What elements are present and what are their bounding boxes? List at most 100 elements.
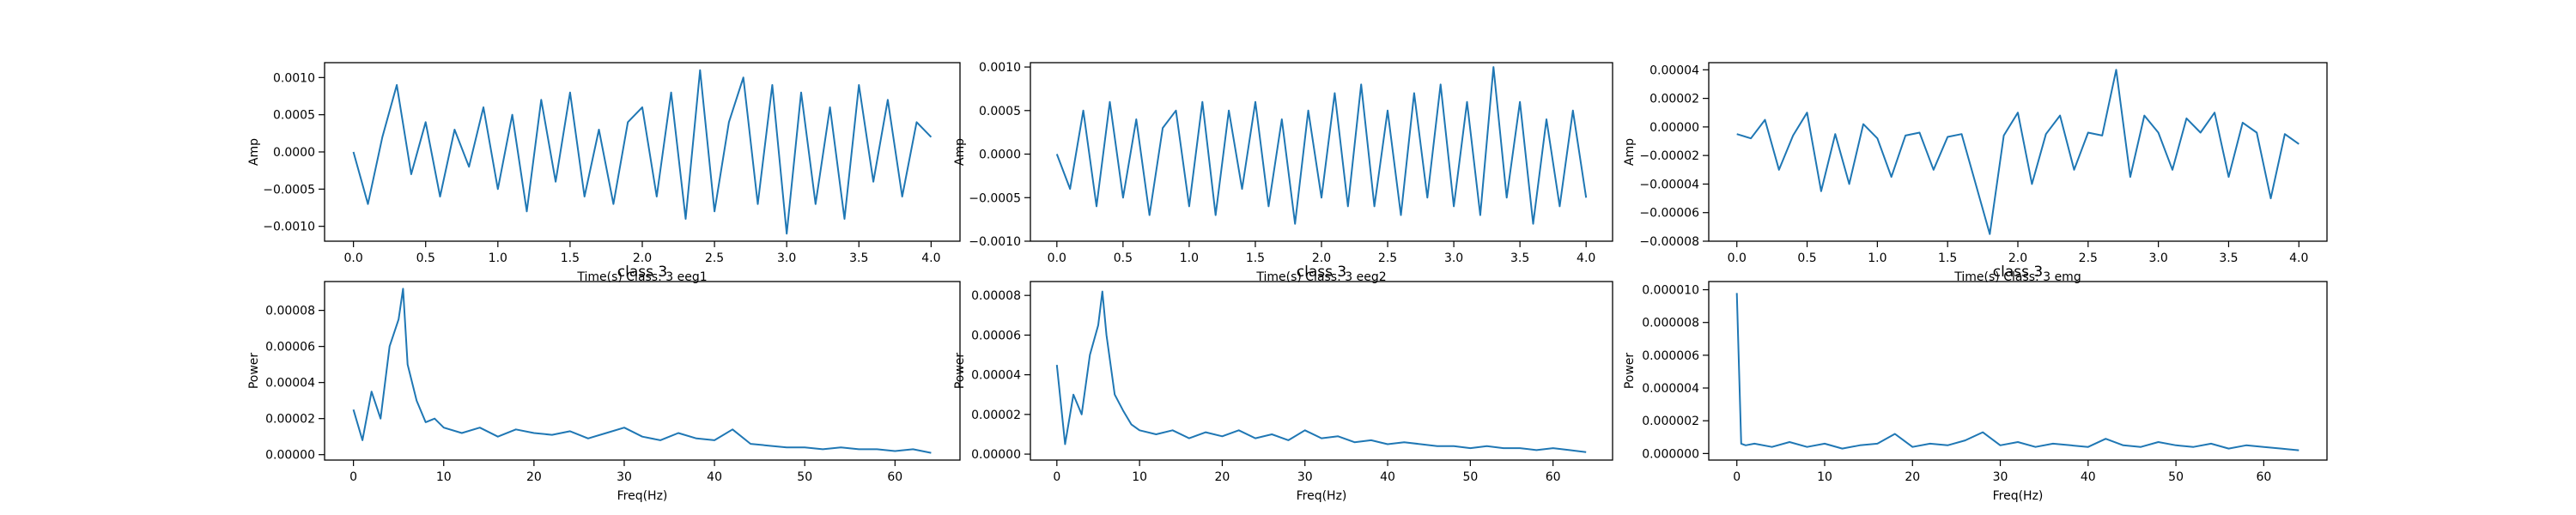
chart-panel-eeg1-time: 0.0 0.5 1.0 1.5 2.0 2.5 3.0 3.5 4.0 −0.0010 −0.000… [247, 62, 961, 284]
x-tick-label: 2.0 [1312, 251, 1331, 265]
x-tick-label: 0.0 [1048, 251, 1066, 265]
chart-panel-eeg2-time: 0.0 0.5 1.0 1.5 2.0 2.5 3.0 3.5 4.0 −0.0010 −0.000… [953, 61, 1613, 284]
x-tick-label: 3.0 [777, 251, 796, 265]
chart-panel-emg-psd: 0 10 20 30 40 50 60 0.000000 0.000002 0.000004 0.0… [1623, 264, 2328, 503]
x-tick-label: 2.5 [2079, 251, 2098, 265]
y-tick-label: 0.00008 [971, 289, 1021, 303]
y-tick-label: 0.0010 [979, 61, 1021, 75]
y-axis-label: Power [1623, 353, 1637, 390]
x-tick-label: 0 [349, 470, 357, 484]
chart-title: class 3 [1297, 264, 1346, 281]
x-axis-label: Time(s) Class: 3 eeg1 [576, 270, 707, 284]
x-axis-label: Freq(Hz) [617, 489, 668, 503]
y-tick-label: −0.0010 [969, 235, 1021, 249]
series-line-eeg2-psd-0 [1055, 290, 1587, 453]
x-axis-label: Freq(Hz) [1993, 489, 2044, 503]
x-tick-label: 1.0 [1868, 251, 1886, 265]
y-axis-label: Power [247, 353, 261, 390]
y-tick-label: −0.0005 [263, 183, 315, 197]
y-tick-label: 0.00000 [265, 449, 315, 463]
y-tick-label: 0.000008 [1642, 317, 1699, 330]
x-axis-label: Time(s) Class: 3 eeg2 [1255, 270, 1386, 284]
x-tick-label: 3.0 [2149, 251, 2168, 265]
y-tick-label: −0.00006 [1639, 207, 1699, 221]
y-tick-label: 0.0000 [979, 148, 1021, 162]
y-tick-label: 0.00002 [265, 413, 315, 427]
y-tick-label: −0.00004 [1639, 178, 1699, 191]
x-tick-label: 1.0 [489, 251, 507, 265]
x-tick-label: 20 [1215, 470, 1230, 484]
x-tick-label: 30 [617, 470, 632, 484]
x-tick-label: 3.5 [849, 251, 868, 265]
y-tick-label: 0.00002 [1649, 93, 1699, 106]
x-tick-label: 50 [2168, 470, 2184, 484]
x-tick-label: 0.5 [1797, 251, 1816, 265]
x-tick-label: 3.5 [2219, 251, 2238, 265]
series-line-eeg1-psd-0 [352, 288, 932, 454]
y-tick-label: 0.00004 [265, 377, 315, 391]
x-tick-label: 0.5 [1114, 251, 1133, 265]
x-tick-label: 4.0 [921, 251, 940, 265]
y-axis-label: Amp [1623, 138, 1637, 166]
y-tick-label: 0.000002 [1642, 415, 1699, 428]
chart-panel-eeg1-psd: 0 10 20 30 40 50 60 0.00000 0.00002 0.00004 0.0000… [247, 264, 961, 503]
x-tick-label: 30 [1297, 470, 1313, 484]
plot-frame [1030, 281, 1613, 461]
x-tick-label: 10 [1132, 470, 1147, 484]
series-line-eeg1-time-0 [352, 69, 933, 235]
y-tick-label: −0.00002 [1639, 149, 1699, 163]
y-tick-label: −0.0005 [969, 191, 1021, 205]
x-tick-label: 1.5 [1246, 251, 1265, 265]
x-tick-label: 40 [2081, 470, 2096, 484]
plot-frame [324, 281, 961, 461]
series-line-emg-psd-0 [1735, 293, 2300, 451]
y-tick-label: 0.000010 [1642, 284, 1699, 298]
chart-title: class 3 [617, 264, 667, 281]
x-tick-label: 1.5 [561, 251, 580, 265]
plot-frame [1708, 281, 2328, 461]
x-axis-label: Freq(Hz) [1297, 489, 1347, 503]
y-tick-label: 0.00004 [971, 369, 1021, 383]
y-tick-label: 0.0005 [979, 105, 1021, 118]
x-tick-label: 0.5 [416, 251, 435, 265]
x-tick-label: 4.0 [2289, 251, 2308, 265]
x-axis-label: Time(s) Class: 3 emg [1953, 270, 2081, 284]
x-tick-label: 30 [1993, 470, 2008, 484]
chart-title: class 3 [1993, 264, 2043, 281]
y-tick-label: −0.00008 [1639, 235, 1699, 249]
x-tick-label: 2.0 [2008, 251, 2027, 265]
x-tick-label: 60 [887, 470, 902, 484]
x-tick-label: 50 [1462, 470, 1478, 484]
y-axis-label: Power [953, 353, 967, 390]
y-tick-label: 0.00008 [265, 305, 315, 318]
x-tick-label: 2.5 [705, 251, 724, 265]
y-tick-label: 0.00006 [971, 329, 1021, 342]
series-line-eeg2-time-0 [1055, 66, 1588, 225]
plot-frame [324, 62, 961, 242]
x-tick-label: 40 [707, 470, 722, 484]
x-tick-label: 1.0 [1180, 251, 1199, 265]
y-tick-label: 0.00000 [1649, 121, 1699, 135]
x-tick-label: 3.5 [1510, 251, 1529, 265]
x-tick-label: 1.5 [1938, 251, 1957, 265]
y-tick-label: 0.00000 [971, 448, 1021, 462]
x-tick-label: 50 [797, 470, 812, 484]
x-tick-label: 0 [1053, 470, 1060, 484]
x-tick-label: 10 [436, 470, 452, 484]
x-tick-label: 20 [1905, 470, 1920, 484]
y-tick-label: 0.00002 [971, 409, 1021, 422]
y-tick-label: 0.0000 [273, 146, 315, 160]
x-tick-label: 60 [1546, 470, 1561, 484]
y-axis-label: Amp [247, 138, 261, 166]
x-tick-label: 2.0 [633, 251, 652, 265]
series-line-emg-time-0 [1736, 69, 2300, 235]
y-tick-label: 0.0010 [273, 71, 315, 85]
x-tick-label: 0.0 [1728, 251, 1747, 265]
chart-panel-eeg2-psd: 0 10 20 30 40 50 60 0.00000 0.00002 0.00004 0.0000… [953, 264, 1613, 503]
x-tick-label: 40 [1380, 470, 1395, 484]
x-tick-label: 0.0 [344, 251, 363, 265]
x-tick-label: 2.5 [1378, 251, 1397, 265]
y-tick-label: 0.000004 [1642, 382, 1699, 396]
x-tick-label: 20 [526, 470, 542, 484]
